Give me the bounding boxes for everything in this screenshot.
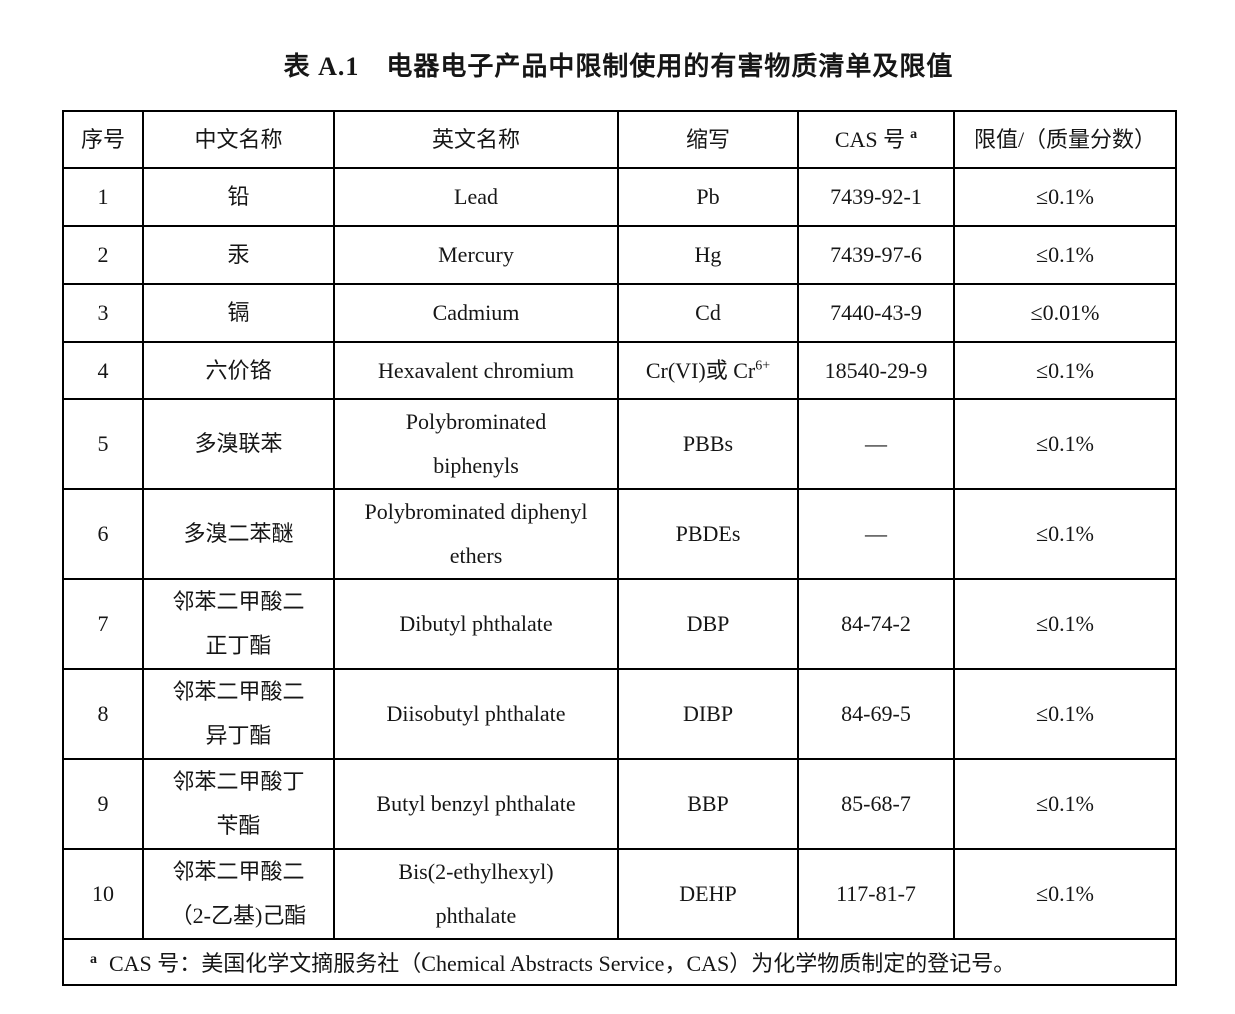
table-row-bbp: 9 邻苯二甲酸丁 苄酯 Butyl benzyl phthalate BBP 8… <box>62 758 1177 850</box>
document-content: 表 A.1 电器电子产品中限制使用的有害物质清单及限值 序号 中文名称 英文名称… <box>62 0 1177 986</box>
cell-english-name: Butyl benzyl phthalate <box>333 758 619 850</box>
cell-english-name: Diisobutyl phthalate <box>333 668 619 760</box>
cell-chinese-name: 镉 <box>142 283 335 343</box>
cell-english-name: Hexavalent chromium <box>333 341 619 400</box>
cell-limit: ≤0.1% <box>953 225 1177 285</box>
cell-abbreviation: DEHP <box>617 848 799 940</box>
table-row-lead: 1 铅 Lead Pb 7439-92-1 ≤0.1% <box>62 167 1177 227</box>
cell-chinese-name: 多溴二苯醚 <box>142 488 335 580</box>
cell-limit: ≤0.1% <box>953 758 1177 850</box>
cell-cas-number: 7439-92-1 <box>797 167 955 227</box>
cell-limit: ≤0.1% <box>953 488 1177 580</box>
cell-limit: ≤0.1% <box>953 167 1177 227</box>
cell-cas-number: 84-74-2 <box>797 578 955 670</box>
abbreviation-main: Cr(VI)或 Cr <box>645 357 756 383</box>
cell-english-name: Lead <box>333 167 619 227</box>
cell-chinese-name: 六价铬 <box>142 341 335 400</box>
cell-abbreviation: Pb <box>617 167 799 227</box>
cell-chinese-name: 邻苯二甲酸丁 苄酯 <box>142 758 335 850</box>
table-title: 表 A.1 电器电子产品中限制使用的有害物质清单及限值 <box>283 52 954 81</box>
table-row-pbdes: 6 多溴二苯醚 Polybrominated diphenyl ethers P… <box>62 488 1177 580</box>
cell-cas-number: — <box>797 398 955 490</box>
cell-limit: ≤0.1% <box>953 398 1177 490</box>
cell-index: 4 <box>62 341 144 400</box>
cell-abbreviation: Cd <box>617 283 799 343</box>
table-row-dehp: 10 邻苯二甲酸二 （2-乙基)己酯 Bis(2-ethylhexyl) pht… <box>62 848 1177 940</box>
cell-abbreviation: Hg <box>617 225 799 285</box>
cell-index: 5 <box>62 398 144 490</box>
cell-cas-number: — <box>797 488 955 580</box>
table-row-pbbs: 5 多溴联苯 Polybrominated biphenyls PBBs — ≤… <box>62 398 1177 490</box>
cell-abbreviation: PBBs <box>617 398 799 490</box>
cell-cas-number: 7440-43-9 <box>797 283 955 343</box>
cell-chinese-name: 多溴联苯 <box>142 398 335 490</box>
cell-limit: ≤0.1% <box>953 578 1177 670</box>
table-row-dbp: 7 邻苯二甲酸二 正丁酯 Dibutyl phthalate DBP 84-74… <box>62 578 1177 670</box>
cell-limit: ≤0.1% <box>953 848 1177 940</box>
cell-cas-number: 18540-29-9 <box>797 341 955 400</box>
cell-index: 8 <box>62 668 144 760</box>
footnote-text: CAS 号：美国化学文摘服务社（Chemical Abstracts Servi… <box>109 951 1016 976</box>
table-row-hexavalent-chromium: 4 六价铬 Hexavalent chromium Cr(VI)或 Cr6+ 1… <box>62 341 1177 400</box>
cell-index: 2 <box>62 225 144 285</box>
cell-chinese-name: 邻苯二甲酸二 正丁酯 <box>142 578 335 670</box>
cas-header-footnote-marker: a <box>910 127 918 143</box>
col-header-chinese-name: 中文名称 <box>142 110 335 169</box>
col-header-index: 序号 <box>62 110 144 169</box>
cell-chinese-name: 邻苯二甲酸二 异丁酯 <box>142 668 335 760</box>
col-header-limit: 限值/（质量分数） <box>953 110 1177 169</box>
cell-cas-number: 85-68-7 <box>797 758 955 850</box>
cell-english-name: Polybrominated biphenyls <box>333 398 619 490</box>
cell-index: 7 <box>62 578 144 670</box>
footnote-row: a CAS 号：美国化学文摘服务社（Chemical Abstracts Serv… <box>62 938 1177 986</box>
table-row-mercury: 2 汞 Mercury Hg 7439-97-6 ≤0.1% <box>62 225 1177 285</box>
cell-english-name: Dibutyl phthalate <box>333 578 619 670</box>
table-row-cadmium: 3 镉 Cadmium Cd 7440-43-9 ≤0.01% <box>62 283 1177 343</box>
cell-abbreviation: BBP <box>617 758 799 850</box>
cell-abbreviation: DIBP <box>617 668 799 760</box>
cell-english-name: Mercury <box>333 225 619 285</box>
cell-abbreviation: DBP <box>617 578 799 670</box>
footnote-cell: a CAS 号：美国化学文摘服务社（Chemical Abstracts Serv… <box>62 938 1177 986</box>
cell-cas-number: 84-69-5 <box>797 668 955 760</box>
cell-index: 6 <box>62 488 144 580</box>
cell-index: 3 <box>62 283 144 343</box>
cell-chinese-name: 邻苯二甲酸二 （2-乙基)己酯 <box>142 848 335 940</box>
cell-cas-number: 7439-97-6 <box>797 225 955 285</box>
cell-cas-number: 117-81-7 <box>797 848 955 940</box>
cell-limit: ≤0.1% <box>953 341 1177 400</box>
cell-chinese-name: 铅 <box>142 167 335 227</box>
cell-limit: ≤0.01% <box>953 283 1177 343</box>
abbreviation-superscript: 6+ <box>755 358 771 374</box>
table-row-dibp: 8 邻苯二甲酸二 异丁酯 Diisobutyl phthalate DIBP 8… <box>62 668 1177 760</box>
footnote-marker: a <box>90 951 97 967</box>
cell-english-name: Polybrominated diphenyl ethers <box>333 488 619 580</box>
col-header-abbreviation: 缩写 <box>617 110 799 169</box>
cell-abbreviation: PBDEs <box>617 488 799 580</box>
cell-limit: ≤0.1% <box>953 668 1177 760</box>
cell-english-name: Cadmium <box>333 283 619 343</box>
cell-english-name: Bis(2-ethylhexyl) phthalate <box>333 848 619 940</box>
col-header-english-name: 英文名称 <box>333 110 619 169</box>
cas-header-label: CAS 号 <box>834 126 906 152</box>
cell-chinese-name: 汞 <box>142 225 335 285</box>
cell-index: 9 <box>62 758 144 850</box>
cell-index: 10 <box>62 848 144 940</box>
cell-abbreviation: Cr(VI)或 Cr6+ <box>617 341 799 400</box>
cell-index: 1 <box>62 167 144 227</box>
